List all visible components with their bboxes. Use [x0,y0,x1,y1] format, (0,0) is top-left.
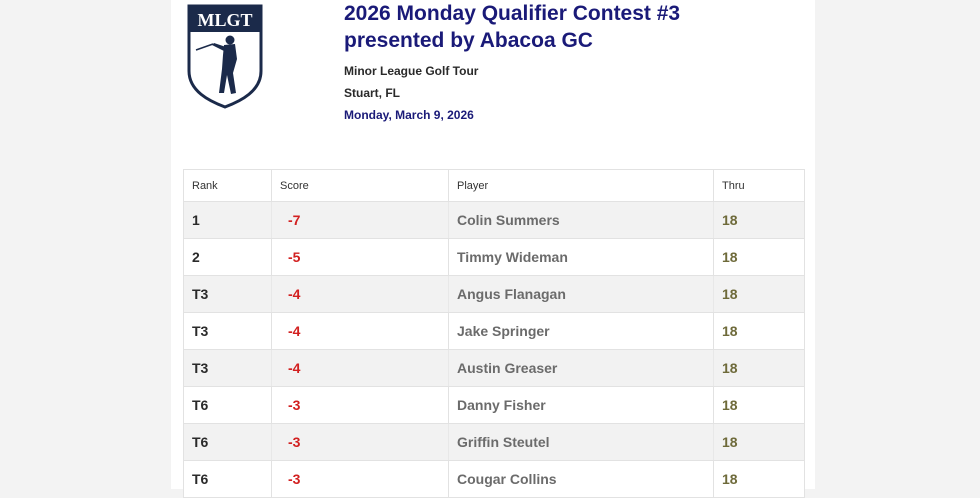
player-name-link[interactable]: Austin Greaser [449,350,714,386]
score-cell: -7 [272,202,449,238]
player-name-link[interactable]: Danny Fisher [449,387,714,423]
column-header-player: Player [449,170,714,201]
table-row[interactable]: T3 -4 Austin Greaser 18 [184,350,804,387]
rank-cell: T6 [184,461,272,497]
thru-cell: 18 [722,360,738,376]
event-organization: Minor League Golf Tour [344,64,479,78]
column-header-thru: Thru [722,179,745,192]
player-name-link[interactable]: Colin Summers [449,202,714,238]
thru-cell: 18 [722,286,738,302]
table-row[interactable]: T6 -3 Danny Fisher 18 [184,387,804,424]
column-header-rank: Rank [184,170,272,201]
thru-cell: 18 [722,323,738,339]
rank-cell: T3 [184,350,272,386]
player-name-link[interactable]: Griffin Steutel [449,424,714,460]
score-cell: -3 [272,424,449,460]
score-cell: -3 [272,461,449,497]
thru-cell: 18 [722,434,738,450]
score-cell: -3 [272,387,449,423]
player-name-link[interactable]: Angus Flanagan [449,276,714,312]
rank-cell: T6 [184,424,272,460]
thru-cell: 18 [722,212,738,228]
score-cell: -5 [272,239,449,275]
event-date: Monday, March 9, 2026 [344,108,474,122]
event-title-line2: presented by Abacoa GC [344,29,593,52]
rank-cell: T6 [184,387,272,423]
column-header-score: Score [272,170,449,201]
table-row[interactable]: T3 -4 Jake Springer 18 [184,313,804,350]
event-location: Stuart, FL [344,86,400,100]
thru-cell: 18 [722,471,738,487]
rank-cell: T3 [184,276,272,312]
score-cell: -4 [272,350,449,386]
leaderboard-page: MLGT 2026 Monday Qualifier Contest #3 pr… [171,0,815,498]
event-title: 2026 Monday Qualifier Contest #3 present… [344,0,804,54]
thru-cell: 18 [722,249,738,265]
logo-text: MLGT [197,10,252,30]
score-cell: -4 [272,276,449,312]
rank-cell: 1 [184,202,272,238]
score-cell: -4 [272,313,449,349]
rank-cell: 2 [184,239,272,275]
thru-cell: 18 [722,397,738,413]
event-title-line1: 2026 Monday Qualifier Contest #3 [344,2,681,25]
table-row[interactable]: T6 -3 Griffin Steutel 18 [184,424,804,461]
event-header: 2026 Monday Qualifier Contest #3 present… [344,0,804,124]
table-header-row: Rank Score Player Thru [184,170,804,202]
table-row[interactable]: T3 -4 Angus Flanagan 18 [184,276,804,313]
player-name-link[interactable]: Jake Springer [449,313,714,349]
leaderboard-table: Rank Score Player Thru 1 -7 Colin Summer… [183,169,805,498]
table-row[interactable]: T6 -3 Cougar Collins 18 [184,461,804,498]
rank-cell: T3 [184,313,272,349]
table-row[interactable]: 2 -5 Timmy Wideman 18 [184,239,804,276]
player-name-link[interactable]: Timmy Wideman [449,239,714,275]
table-row[interactable]: 1 -7 Colin Summers 18 [184,202,804,239]
player-name-link[interactable]: Cougar Collins [449,461,714,497]
mlgt-logo-icon: MLGT [187,4,263,109]
